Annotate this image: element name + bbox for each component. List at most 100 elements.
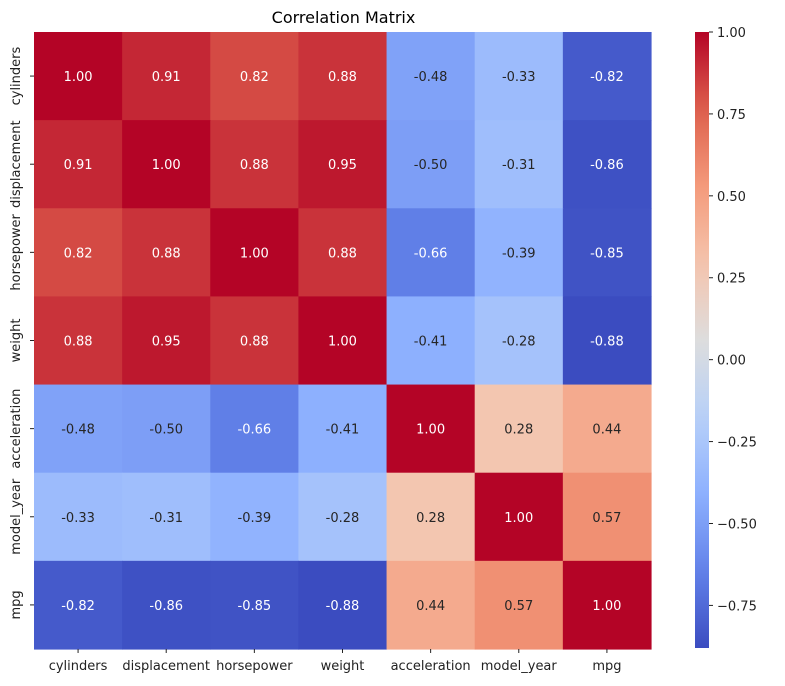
- heatmap-cell-weight-displacement: [122, 296, 211, 386]
- heatmap-cell-model_year-mpg: [562, 472, 652, 562]
- heatmap-value-label-cylinders-displacement: 0.91: [152, 70, 181, 85]
- heatmap-cell-model_year-cylinders: [34, 472, 123, 562]
- heatmap-value-label-mpg-weight: -0.88: [326, 599, 360, 614]
- heatmap-value-label-acceleration-displacement: -0.50: [149, 423, 183, 438]
- heatmap-value-label-cylinders-mpg: -0.82: [590, 70, 624, 85]
- heatmap-cell-weight-horsepower: [210, 296, 300, 386]
- heatmap-value-label-mpg-cylinders: -0.82: [61, 599, 95, 614]
- x-tick-label-weight: weight: [321, 659, 365, 674]
- heatmap-cell-acceleration-weight: [298, 384, 388, 474]
- heatmap-value-label-weight-model_year: -0.28: [502, 334, 536, 349]
- heatmap-value-label-horsepower-acceleration: -0.66: [414, 246, 448, 261]
- y-tick-label-model_year: model_year: [9, 478, 24, 555]
- heatmap-value-label-displacement-mpg: -0.86: [590, 158, 624, 173]
- y-tick-label-cylinders: cylinders: [9, 47, 24, 106]
- heatmap-value-label-acceleration-cylinders: -0.48: [61, 423, 95, 438]
- heatmap-value-label-mpg-model_year: 0.57: [504, 599, 533, 614]
- heatmap-cell-model_year-acceleration: [386, 472, 476, 562]
- heatmap-value-label-model_year-displacement: -0.31: [149, 511, 183, 526]
- y-tick-label-horsepower: horsepower: [9, 213, 24, 290]
- heatmap-value-label-model_year-acceleration: 0.28: [416, 511, 445, 526]
- heatmap-value-label-model_year-cylinders: -0.33: [61, 511, 95, 526]
- heatmap-value-label-mpg-acceleration: 0.44: [416, 599, 445, 614]
- heatmap-value-label-displacement-acceleration: -0.50: [414, 158, 448, 173]
- heatmap-value-label-cylinders-cylinders: 1.00: [64, 70, 93, 85]
- heatmap-value-label-displacement-displacement: 1.00: [152, 158, 181, 173]
- y-tick-label-acceleration: acceleration: [9, 389, 24, 469]
- heatmap-value-label-acceleration-mpg: 0.44: [592, 423, 621, 438]
- heatmap-cell-displacement-model_year: [474, 120, 564, 209]
- heatmap-value-label-weight-displacement: 0.95: [152, 334, 181, 349]
- heatmap-cell-acceleration-displacement: [122, 384, 211, 474]
- heatmap-cell-model_year-horsepower: [210, 472, 300, 562]
- colorbar-tick-label: 0.50: [717, 190, 746, 205]
- x-tick-label-displacement: displacement: [122, 659, 210, 674]
- heatmap-value-label-cylinders-horsepower: 0.82: [240, 70, 269, 85]
- heatmap-cell-mpg-displacement: [122, 560, 211, 650]
- heatmap-cell-displacement-displacement: [122, 120, 211, 209]
- x-tick-label-model_year: model_year: [481, 659, 558, 674]
- x-tick-label-cylinders: cylinders: [49, 659, 108, 674]
- y-tick-label-mpg: mpg: [9, 590, 24, 619]
- heatmap-cell-horsepower-mpg: [562, 208, 652, 298]
- colorbar-tick-label: −0.25: [717, 436, 757, 451]
- heatmap-cell-cylinders-mpg: [562, 32, 652, 121]
- y-tick-label-weight: weight: [9, 319, 24, 363]
- heatmap-value-label-model_year-weight: -0.28: [326, 511, 360, 526]
- heatmap-cell-weight-mpg: [562, 296, 652, 386]
- heatmap-value-label-horsepower-model_year: -0.39: [502, 246, 536, 261]
- heatmap-cell-mpg-cylinders: [34, 560, 123, 650]
- heatmap-cell-displacement-horsepower: [210, 120, 300, 209]
- heatmap-cell-mpg-weight: [298, 560, 388, 650]
- heatmap-cell-acceleration-horsepower: [210, 384, 300, 474]
- y-axis-ticks: cylinders displacement horsepower weight acc…: [9, 47, 34, 619]
- heatmap-value-label-acceleration-horsepower: -0.66: [238, 423, 272, 438]
- heatmap-cell-mpg-acceleration: [386, 560, 476, 650]
- heatmap-value-label-model_year-mpg: 0.57: [592, 511, 621, 526]
- heatmap-cell-weight-cylinders: [34, 296, 123, 386]
- colorbar-tick-label: 0.00: [717, 354, 746, 369]
- heatmap-cells: 1.00 0.91 0.82 0.88 -0.48 -0.33 -0.82 0.91 1.00 0…: [34, 32, 652, 650]
- heatmap-cell-weight-model_year: [474, 296, 564, 386]
- heatmap-cell-displacement-mpg: [562, 120, 652, 209]
- x-tick-label-horsepower: horsepower: [216, 659, 293, 674]
- heatmap-cell-acceleration-cylinders: [34, 384, 123, 474]
- heatmap-value-label-horsepower-displacement: 0.88: [152, 246, 181, 261]
- colorbar: 1.00 0.75 0.50 0.25 0.00 −0.25 −0.50 −0.75: [695, 26, 757, 648]
- heatmap-cell-weight-weight: [298, 296, 388, 386]
- heatmap-cell-cylinders-weight: [298, 32, 388, 121]
- heatmap-value-label-acceleration-acceleration: 1.00: [416, 423, 445, 438]
- chart-title: Correlation Matrix: [272, 8, 416, 27]
- heatmap-value-label-mpg-horsepower: -0.85: [238, 599, 272, 614]
- heatmap-cell-horsepower-horsepower: [210, 208, 300, 298]
- heatmap-value-label-weight-mpg: -0.88: [590, 334, 624, 349]
- heatmap-value-label-model_year-model_year: 1.00: [504, 511, 533, 526]
- heatmap-cell-mpg-model_year: [474, 560, 564, 650]
- heatmap-cell-horsepower-model_year: [474, 208, 564, 298]
- heatmap-value-label-horsepower-cylinders: 0.82: [64, 246, 93, 261]
- x-tick-label-mpg: mpg: [592, 659, 621, 674]
- heatmap-cell-cylinders-model_year: [474, 32, 564, 121]
- heatmap-value-label-model_year-horsepower: -0.39: [238, 511, 272, 526]
- colorbar-gradient: [695, 32, 709, 648]
- heatmap-cell-cylinders-horsepower: [210, 32, 300, 121]
- heatmap-value-label-displacement-cylinders: 0.91: [64, 158, 93, 173]
- colorbar-tick-label: 0.75: [717, 108, 746, 123]
- heatmap-cell-mpg-horsepower: [210, 560, 300, 650]
- heatmap-cell-model_year-displacement: [122, 472, 211, 562]
- heatmap-cell-horsepower-acceleration: [386, 208, 476, 298]
- heatmap-value-label-horsepower-horsepower: 1.00: [240, 246, 269, 261]
- heatmap-value-label-acceleration-model_year: 0.28: [504, 423, 533, 438]
- heatmap-value-label-cylinders-model_year: -0.33: [502, 70, 536, 85]
- heatmap-value-label-weight-cylinders: 0.88: [64, 334, 93, 349]
- heatmap-cell-mpg-mpg: [562, 560, 652, 650]
- heatmap-value-label-cylinders-weight: 0.88: [328, 70, 357, 85]
- heatmap-cell-acceleration-acceleration: [386, 384, 476, 474]
- colorbar-tick-label: 0.25: [717, 272, 746, 287]
- heatmap-value-label-weight-weight: 1.00: [328, 334, 357, 349]
- heatmap-value-label-displacement-horsepower: 0.88: [240, 158, 269, 173]
- heatmap-cell-cylinders-acceleration: [386, 32, 476, 121]
- heatmap-value-label-displacement-weight: 0.95: [328, 158, 357, 173]
- colorbar-tick-label: −0.50: [717, 517, 757, 532]
- colorbar-tick-label: −0.75: [717, 599, 757, 614]
